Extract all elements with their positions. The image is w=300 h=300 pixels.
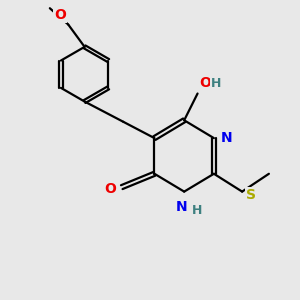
Text: H: H: [192, 204, 202, 217]
Text: N: N: [220, 130, 232, 145]
Text: S: S: [246, 188, 256, 202]
Text: O: O: [54, 8, 66, 22]
Text: O: O: [199, 76, 211, 90]
Text: O: O: [104, 182, 116, 196]
Text: H: H: [211, 77, 221, 90]
Text: N: N: [176, 200, 187, 214]
